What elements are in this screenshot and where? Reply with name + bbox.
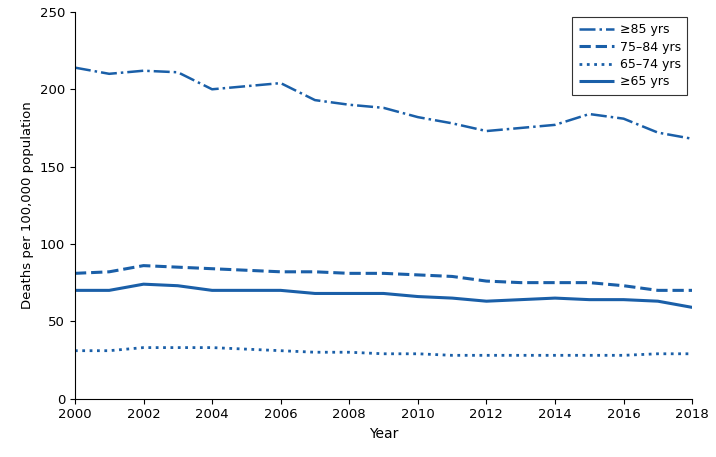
≥85 yrs — [379, 105, 388, 111]
≥65 yrs — [242, 287, 251, 293]
≥65 yrs — [208, 287, 216, 293]
≥65 yrs — [105, 287, 114, 293]
75–84 yrs — [516, 280, 525, 285]
75–84 yrs — [105, 269, 114, 275]
≥65 yrs — [516, 297, 525, 303]
65–74 yrs — [414, 351, 422, 356]
≥65 yrs — [414, 294, 422, 299]
≥65 yrs — [551, 295, 559, 301]
65–74 yrs — [311, 350, 319, 355]
≥85 yrs — [105, 71, 114, 77]
≥65 yrs — [173, 283, 182, 288]
≥85 yrs — [345, 102, 354, 107]
≥65 yrs — [139, 282, 147, 287]
≥85 yrs — [516, 125, 525, 131]
≥85 yrs — [139, 68, 147, 74]
75–84 yrs — [173, 265, 182, 270]
75–84 yrs — [482, 278, 490, 284]
75–84 yrs — [654, 287, 662, 293]
65–74 yrs — [208, 345, 216, 351]
≥65 yrs — [482, 298, 490, 304]
≥85 yrs — [688, 136, 697, 142]
≥65 yrs — [619, 297, 628, 303]
65–74 yrs — [276, 348, 285, 353]
≥85 yrs — [448, 121, 456, 126]
≥65 yrs — [585, 297, 594, 303]
75–84 yrs — [139, 263, 147, 268]
≥65 yrs — [688, 305, 697, 310]
75–84 yrs — [276, 269, 285, 275]
≥65 yrs — [448, 295, 456, 301]
≥85 yrs — [242, 84, 251, 89]
≥65 yrs — [345, 291, 354, 296]
65–74 yrs — [482, 353, 490, 358]
65–74 yrs — [654, 351, 662, 356]
≥65 yrs — [311, 291, 319, 296]
Line: ≥65 yrs: ≥65 yrs — [75, 284, 692, 308]
65–74 yrs — [173, 345, 182, 351]
≥65 yrs — [379, 291, 388, 296]
≥65 yrs — [276, 287, 285, 293]
65–74 yrs — [379, 351, 388, 356]
65–74 yrs — [688, 351, 697, 356]
65–74 yrs — [516, 353, 525, 358]
65–74 yrs — [105, 348, 114, 353]
75–84 yrs — [688, 287, 697, 293]
≥85 yrs — [585, 112, 594, 117]
65–74 yrs — [242, 346, 251, 352]
≥85 yrs — [619, 116, 628, 122]
75–84 yrs — [311, 269, 319, 275]
≥85 yrs — [482, 128, 490, 134]
≥85 yrs — [71, 65, 79, 70]
65–74 yrs — [71, 348, 79, 353]
65–74 yrs — [139, 345, 147, 351]
≥85 yrs — [208, 86, 216, 92]
75–84 yrs — [619, 283, 628, 288]
75–84 yrs — [208, 266, 216, 271]
Line: 65–74 yrs: 65–74 yrs — [75, 348, 692, 356]
≥85 yrs — [414, 114, 422, 120]
≥65 yrs — [71, 287, 79, 293]
≥85 yrs — [311, 97, 319, 103]
65–74 yrs — [345, 350, 354, 355]
75–84 yrs — [345, 271, 354, 276]
75–84 yrs — [448, 274, 456, 279]
≥85 yrs — [276, 80, 285, 86]
75–84 yrs — [71, 271, 79, 276]
≥85 yrs — [173, 69, 182, 75]
65–74 yrs — [619, 353, 628, 358]
Line: ≥85 yrs: ≥85 yrs — [75, 68, 692, 139]
65–74 yrs — [585, 353, 594, 358]
≥85 yrs — [551, 122, 559, 128]
75–84 yrs — [242, 267, 251, 273]
75–84 yrs — [551, 280, 559, 285]
65–74 yrs — [448, 353, 456, 358]
Line: 75–84 yrs: 75–84 yrs — [75, 266, 692, 290]
≥65 yrs — [654, 298, 662, 304]
≥85 yrs — [654, 130, 662, 135]
Legend: ≥85 yrs, 75–84 yrs, 65–74 yrs, ≥65 yrs: ≥85 yrs, 75–84 yrs, 65–74 yrs, ≥65 yrs — [572, 17, 687, 95]
X-axis label: Year: Year — [369, 427, 398, 441]
65–74 yrs — [551, 353, 559, 358]
75–84 yrs — [414, 272, 422, 278]
75–84 yrs — [585, 280, 594, 285]
Y-axis label: Deaths per 100,000 population: Deaths per 100,000 population — [21, 101, 34, 309]
75–84 yrs — [379, 271, 388, 276]
